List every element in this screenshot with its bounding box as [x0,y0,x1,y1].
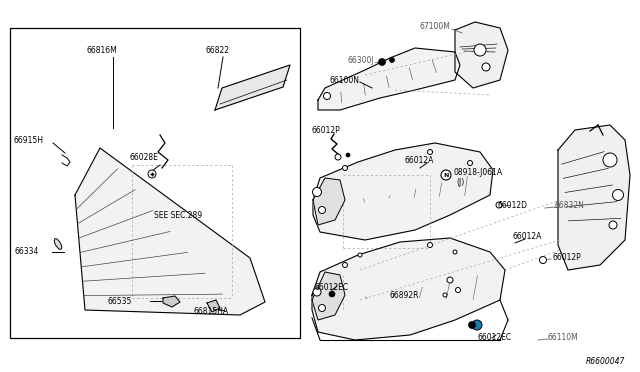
Circle shape [468,321,476,328]
Polygon shape [455,22,508,88]
Polygon shape [75,148,265,315]
Text: 66300J: 66300J [348,55,374,64]
Text: 66012EC: 66012EC [315,282,349,292]
Circle shape [323,93,330,99]
Circle shape [447,277,453,283]
Polygon shape [207,300,220,312]
Circle shape [540,257,547,263]
Polygon shape [313,143,493,240]
Circle shape [472,320,482,330]
Text: 66012EC: 66012EC [478,333,512,341]
Text: 66815HA: 66815HA [193,307,228,315]
Polygon shape [318,48,460,110]
Text: (J): (J) [456,177,464,186]
Circle shape [612,189,623,201]
Text: 66334: 66334 [14,247,38,257]
Text: 66110M: 66110M [548,333,579,341]
Circle shape [378,58,385,65]
Text: 66100N: 66100N [330,76,360,84]
Circle shape [456,288,461,292]
Text: 66012A: 66012A [405,155,435,164]
Circle shape [329,291,335,297]
Polygon shape [558,125,630,270]
Circle shape [467,160,472,166]
Bar [10,28,300,338]
Text: 66012P: 66012P [553,253,582,263]
Circle shape [346,153,350,157]
Circle shape [428,150,433,154]
Polygon shape [312,238,505,340]
Text: R6600047: R6600047 [586,357,625,366]
Circle shape [319,305,326,311]
Circle shape [428,243,433,247]
Circle shape [482,63,490,71]
Text: 67100M: 67100M [420,22,451,31]
Circle shape [335,154,341,160]
Polygon shape [215,65,290,110]
Circle shape [443,293,447,297]
Circle shape [342,263,348,267]
Circle shape [496,202,502,208]
Circle shape [474,44,486,56]
Circle shape [609,221,617,229]
Text: 66832N: 66832N [555,201,585,209]
Circle shape [342,166,348,170]
Text: SEE SEC.289: SEE SEC.289 [154,211,202,219]
Polygon shape [312,272,345,320]
Circle shape [313,288,321,296]
Text: 66915H: 66915H [13,135,43,144]
Text: 66822: 66822 [205,45,229,55]
Text: N: N [444,173,449,177]
Circle shape [453,250,457,254]
Circle shape [319,206,326,214]
Circle shape [312,187,321,196]
Text: 66012A: 66012A [513,231,542,241]
Polygon shape [163,296,180,307]
Circle shape [441,170,451,180]
Text: 66028E: 66028E [130,153,159,161]
Polygon shape [313,178,345,225]
Text: 66535: 66535 [107,296,131,305]
Circle shape [390,58,394,62]
Circle shape [148,170,156,178]
Circle shape [603,153,617,167]
Text: 66012D: 66012D [498,201,528,209]
Text: 66012P: 66012P [312,125,340,135]
Text: 66816M: 66816M [86,45,116,55]
Circle shape [358,253,362,257]
Text: 66892R: 66892R [390,292,419,301]
Ellipse shape [54,239,61,249]
Text: 08918-J061A: 08918-J061A [454,167,503,176]
